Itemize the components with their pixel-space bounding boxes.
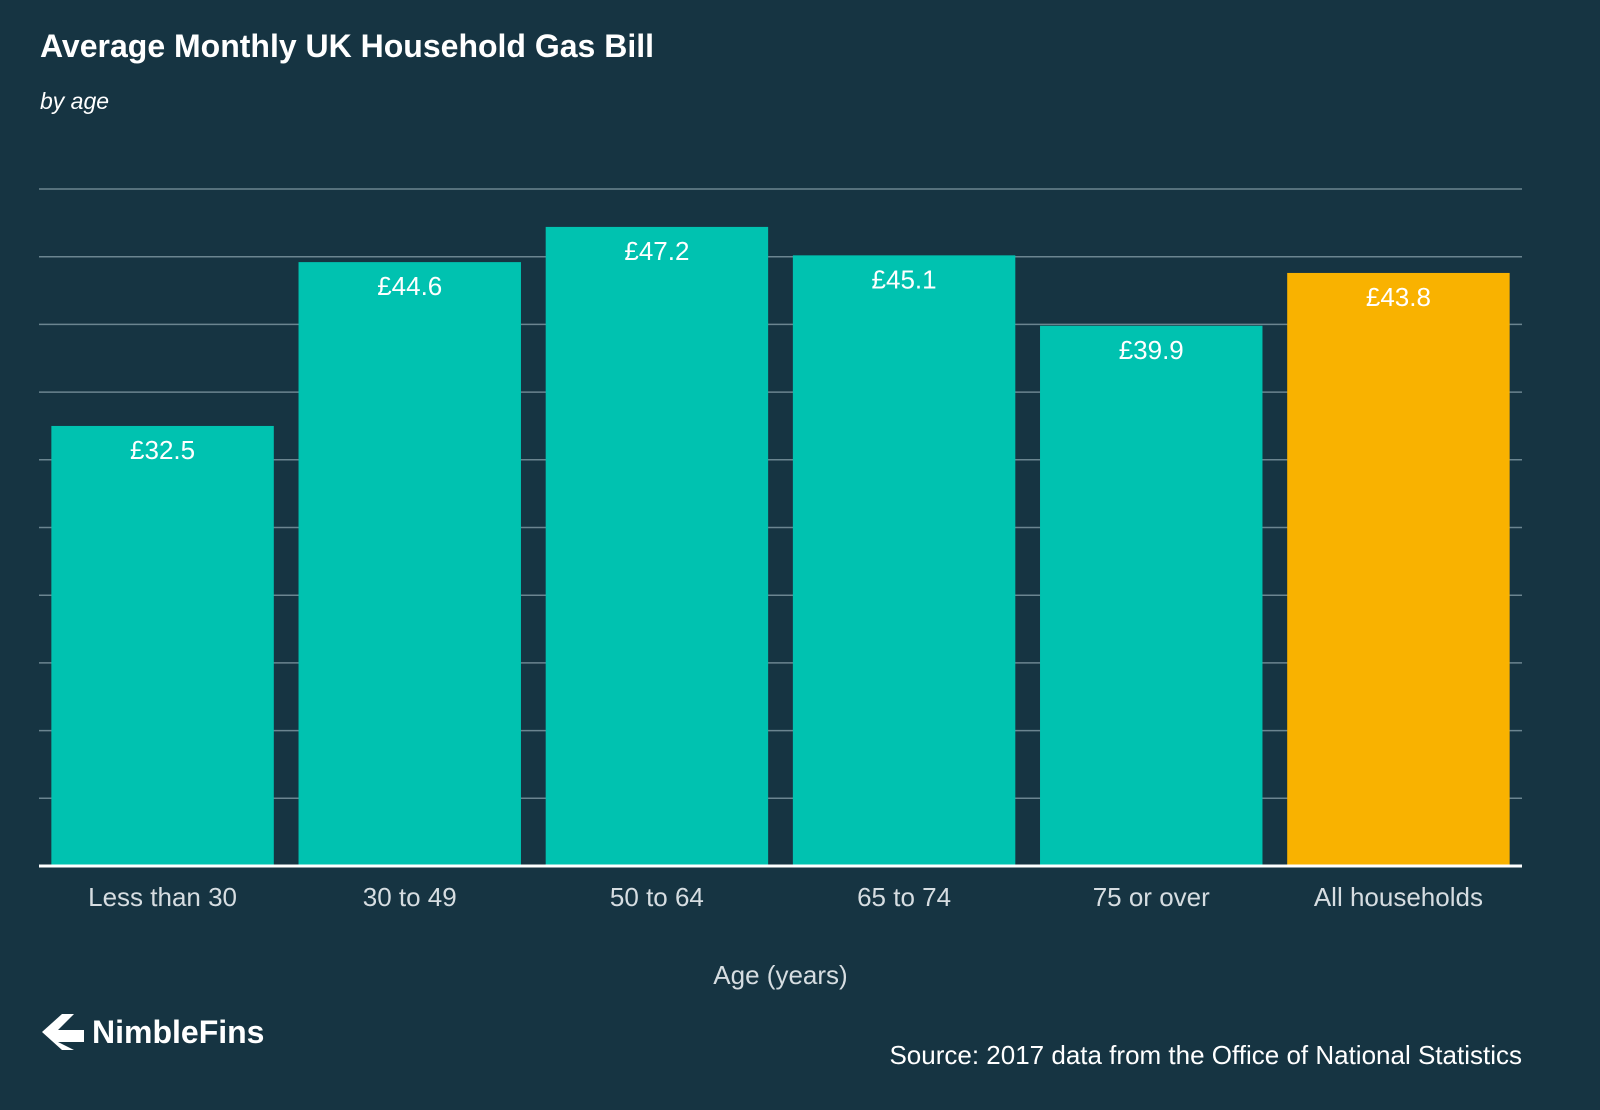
chart-title: Average Monthly UK Household Gas Bill xyxy=(40,28,655,64)
bar-value-label: £32.5 xyxy=(130,435,195,465)
bar-value-label: £45.1 xyxy=(872,264,937,294)
x-axis-title: Age (years) xyxy=(713,960,847,990)
x-tick-label: 50 to 64 xyxy=(610,882,704,912)
bar-value-label: £47.2 xyxy=(624,236,689,266)
bar xyxy=(1287,272,1510,866)
bar-value-label: £39.9 xyxy=(1119,335,1184,365)
bar xyxy=(792,255,1016,866)
bar-chart: £32.5 Less than 30 £44.6 30 to 49 £47.2 50 to… xyxy=(39,188,1522,990)
x-tick-label: 30 to 49 xyxy=(363,882,457,912)
brand-logo: NimbleFins xyxy=(40,1012,264,1052)
chart-subtitle: by age xyxy=(40,88,110,114)
bar xyxy=(51,425,274,866)
bar-value-label: £44.6 xyxy=(377,271,442,301)
x-tick-label: Less than 30 xyxy=(88,882,237,912)
bar xyxy=(1040,325,1263,866)
x-tick-label: All households xyxy=(1314,882,1483,912)
bar xyxy=(545,226,769,867)
x-tick-label: 75 or over xyxy=(1093,882,1210,912)
nimblefins-arrow-icon xyxy=(42,1014,84,1050)
bar xyxy=(298,262,521,867)
x-tick-label: 65 to 74 xyxy=(857,882,951,912)
source-note: Source: 2017 data from the Office of Nat… xyxy=(889,1040,1522,1070)
bar-value-label: £43.8 xyxy=(1366,282,1431,312)
brand-name: NimbleFins xyxy=(92,1013,265,1050)
